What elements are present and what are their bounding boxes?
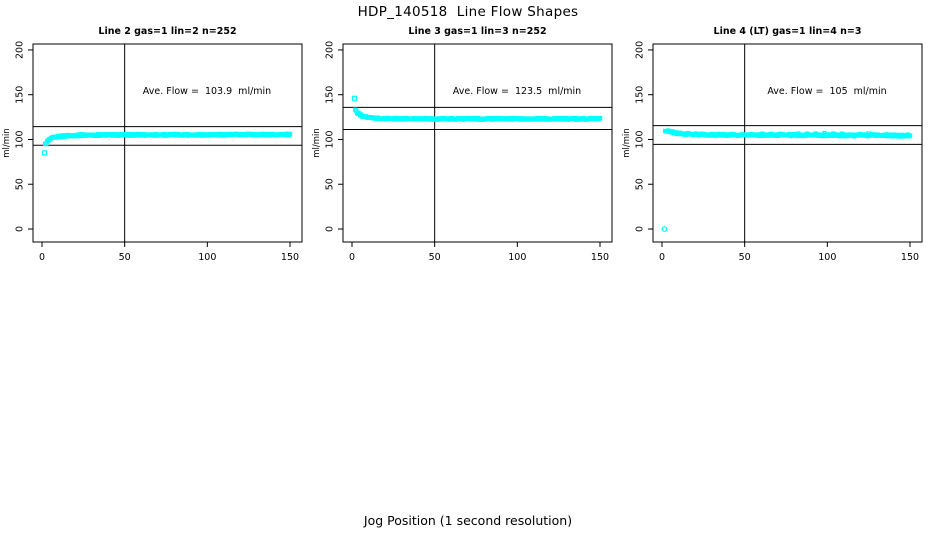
data-points bbox=[663, 128, 913, 139]
panel-line-4-plot: 0 50 100 150 200 ml/min 0 50 100 150 bbox=[622, 41, 923, 263]
x-axis: 0 50 100 150 bbox=[349, 242, 609, 263]
panel-line-2: 0 50 100 150 200 ml/min 0 50 100 150 Line 2 gas=1… bbox=[0, 0, 310, 300]
svg-text:50: 50 bbox=[15, 178, 26, 190]
svg-text:200: 200 bbox=[635, 41, 646, 59]
reference-lines bbox=[33, 126, 302, 146]
svg-text:150: 150 bbox=[591, 252, 609, 263]
reference-lines bbox=[343, 106, 612, 130]
y-axis-label: ml/min bbox=[622, 128, 632, 158]
outlier-point bbox=[351, 95, 358, 101]
data-points bbox=[353, 107, 603, 122]
panel-line-3: 0 50 100 150 200 ml/min 0 50 100 150 Line 3 gas=1… bbox=[310, 0, 620, 300]
x-axis-title: Jog Position (1 second resolution) bbox=[363, 513, 573, 528]
panel-line-2-ave-flow-label: Ave. Flow = 103.9 ml/min bbox=[142, 86, 272, 97]
panel-line-4-title: Line 4 (LT) gas=1 lin=4 n=3 bbox=[713, 26, 862, 37]
outlier-point bbox=[661, 226, 668, 232]
svg-text:0: 0 bbox=[39, 252, 45, 263]
panel-line-4-ave-flow-label: Ave. Flow = 105 ml/min bbox=[767, 86, 887, 97]
svg-text:150: 150 bbox=[635, 86, 646, 104]
y-axis: 0 50 100 150 200 bbox=[635, 41, 653, 232]
svg-text:0: 0 bbox=[659, 252, 665, 263]
plot-frame bbox=[652, 43, 923, 243]
x-axis: 0 50 100 150 bbox=[659, 242, 919, 263]
svg-text:150: 150 bbox=[15, 86, 26, 104]
data-points bbox=[43, 131, 293, 147]
y-axis-label: ml/min bbox=[2, 128, 12, 158]
reference-lines bbox=[653, 125, 922, 145]
svg-text:100: 100 bbox=[198, 252, 216, 263]
svg-text:100: 100 bbox=[15, 130, 26, 148]
svg-text:50: 50 bbox=[325, 178, 336, 190]
y-axis: 0 50 100 150 200 bbox=[325, 41, 343, 232]
y-axis-label: ml/min bbox=[312, 128, 322, 158]
panel-line-4: 0 50 100 150 200 ml/min 0 50 100 150 Line 4 (LT) … bbox=[620, 0, 930, 300]
panel-line-3-ave-flow-label: Ave. Flow = 123.5 ml/min bbox=[452, 86, 582, 97]
panel-line-2-plot: 0 50 100 150 200 ml/min 0 50 100 150 bbox=[2, 41, 303, 263]
panel-line-2-title: Line 2 gas=1 lin=2 n=252 bbox=[98, 26, 237, 37]
svg-text:0: 0 bbox=[635, 226, 646, 232]
svg-text:100: 100 bbox=[508, 252, 526, 263]
plot-frame bbox=[342, 43, 613, 243]
svg-text:100: 100 bbox=[325, 130, 336, 148]
svg-text:100: 100 bbox=[818, 252, 836, 263]
svg-text:150: 150 bbox=[281, 252, 299, 263]
svg-text:100: 100 bbox=[635, 130, 646, 148]
svg-text:200: 200 bbox=[15, 41, 26, 59]
svg-text:50: 50 bbox=[635, 178, 646, 190]
svg-text:50: 50 bbox=[429, 252, 441, 263]
svg-text:200: 200 bbox=[325, 41, 336, 59]
svg-text:50: 50 bbox=[739, 252, 751, 263]
svg-text:0: 0 bbox=[349, 252, 355, 263]
panel-line-3-plot: 0 50 100 150 200 ml/min 0 50 100 150 bbox=[312, 41, 613, 263]
svg-text:0: 0 bbox=[15, 226, 26, 232]
svg-text:0: 0 bbox=[325, 226, 336, 232]
chart-title: HDP_140518 Line Flow Shapes bbox=[357, 4, 579, 20]
svg-text:150: 150 bbox=[901, 252, 919, 263]
svg-text:150: 150 bbox=[325, 86, 336, 104]
y-axis: 0 50 100 150 200 bbox=[15, 41, 33, 232]
x-axis: 0 50 100 150 bbox=[39, 242, 299, 263]
outlier-point bbox=[41, 150, 48, 156]
panel-line-3-title: Line 3 gas=1 lin=3 n=252 bbox=[408, 26, 547, 37]
plot-frame bbox=[32, 43, 303, 243]
svg-text:50: 50 bbox=[119, 252, 131, 263]
